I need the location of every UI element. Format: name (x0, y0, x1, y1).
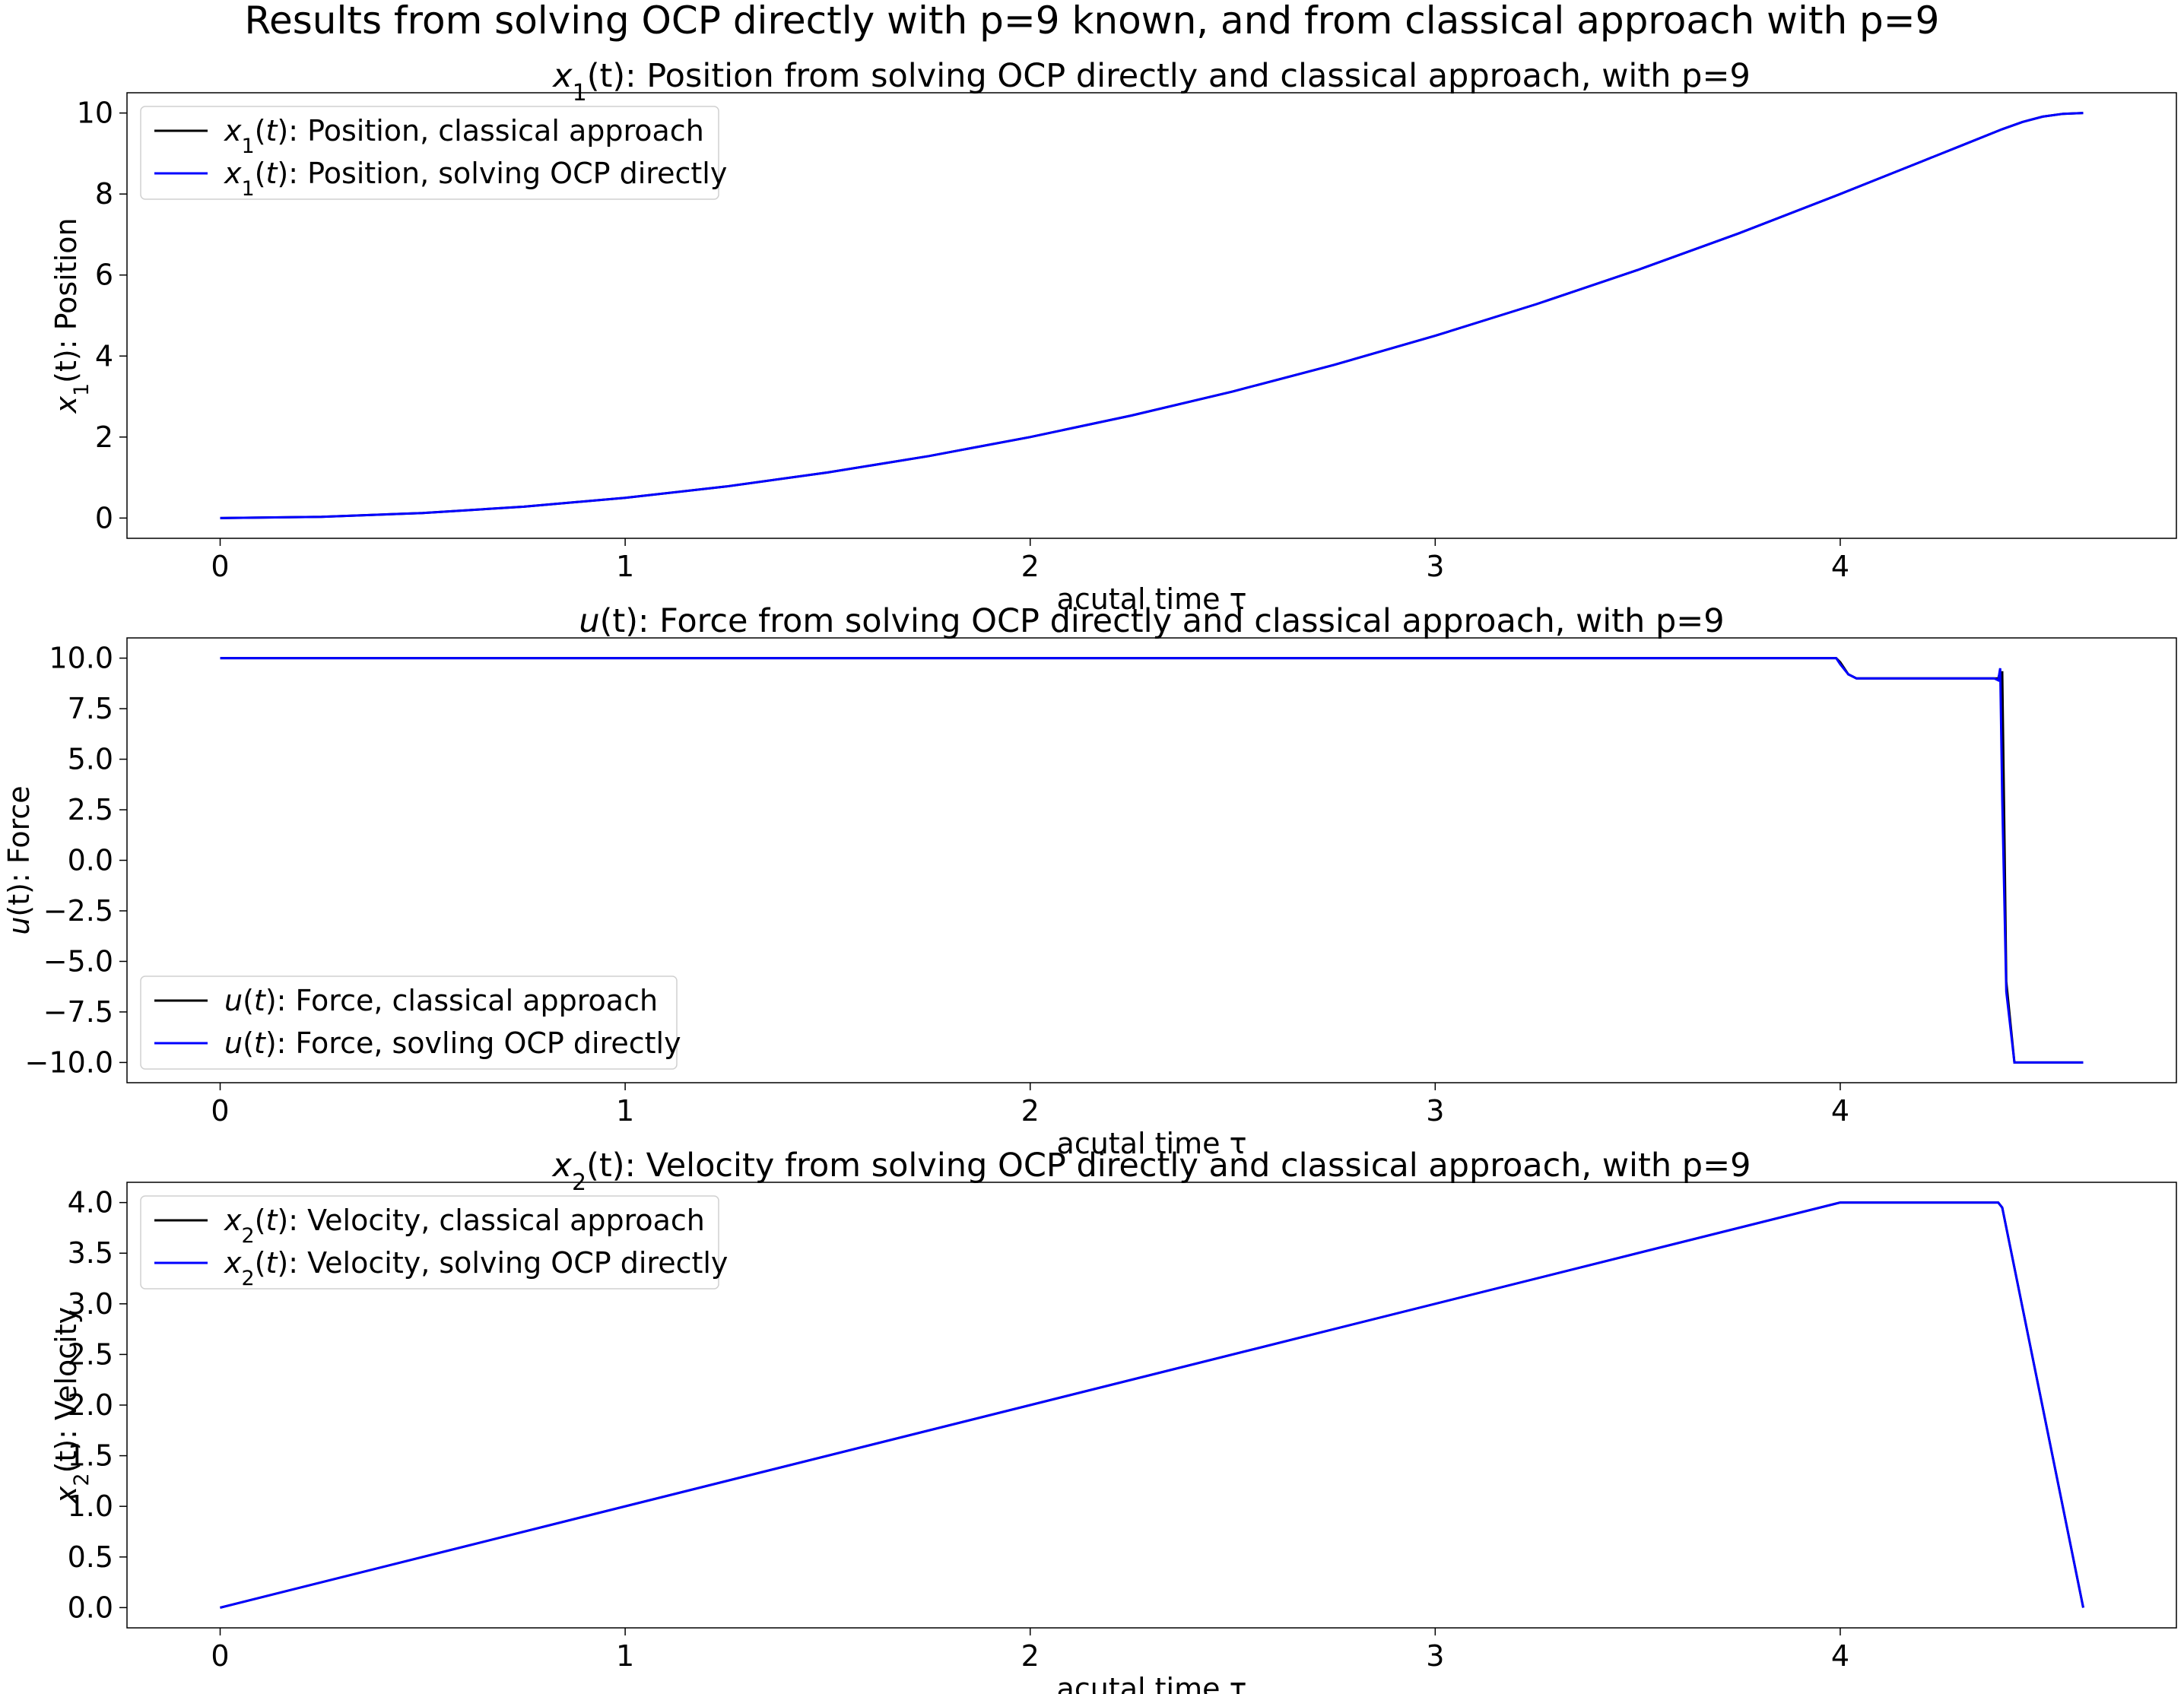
y-tick-label: 6 (95, 259, 113, 292)
subplot-3: x2(t): Velocity from solving OCP directl… (49, 1147, 2177, 1694)
y-tick-label: 4.0 (68, 1186, 113, 1220)
y-tick-label: −10.0 (25, 1045, 113, 1079)
x-tick-label: 4 (1831, 1094, 1849, 1128)
figure-suptitle: Results from solving OCP directly with p… (244, 0, 1939, 43)
y-tick-label: 2.5 (68, 1337, 113, 1371)
legend-entry-label: x2(t): Velocity, classical approach (224, 1204, 705, 1248)
subplots: x1(t): Position from solving OCP directl… (2, 57, 2177, 1694)
y-axis-label: x1(t): Position (49, 217, 94, 414)
subplot-2: u(t): Force from solving OCP directly an… (2, 602, 2177, 1160)
x-tick-label: 2 (1021, 550, 1040, 583)
subplot-title: u(t): Force from solving OCP directly an… (579, 602, 1724, 640)
y-tick-label: 0 (95, 501, 113, 535)
x-axis-label: acutal time τ (1057, 582, 1247, 616)
y-tick-label: 10 (77, 97, 113, 130)
y-axis-label: u(t): Force (2, 785, 36, 934)
y-tick-label: 3.5 (68, 1236, 113, 1270)
y-tick-label: −5.0 (43, 944, 113, 978)
x-tick-label: 2 (1021, 1094, 1040, 1128)
axes-frame (126, 92, 2177, 539)
y-tick-label: 3.0 (68, 1287, 113, 1321)
x-tick-label: 3 (1426, 550, 1444, 583)
subplot-1: x1(t): Position from solving OCP directl… (49, 57, 2177, 616)
series-line-ocp-direct (220, 657, 2084, 1064)
x-tick-label: 4 (1831, 1639, 1849, 1673)
legend-entry-label: x2(t): Velocity, solving OCP directly (224, 1246, 728, 1290)
y-tick-label: 1.0 (68, 1489, 113, 1523)
x-tick-label: 1 (616, 550, 634, 583)
subplot-title: x2(t): Velocity from solving OCP directl… (551, 1147, 1751, 1196)
x-tick-label: 1 (616, 1094, 634, 1128)
y-tick-label: 2 (95, 420, 113, 454)
x-tick-label: 0 (211, 1094, 229, 1128)
x-axis-label: acutal time τ (1057, 1672, 1247, 1694)
x-axis-label: acutal time τ (1057, 1127, 1247, 1160)
x-tick-label: 2 (1021, 1639, 1040, 1673)
y-tick-label: 2.5 (68, 793, 113, 826)
legend-box (140, 106, 719, 200)
legend-entry-label: x1(t): Position, solving OCP directly (224, 157, 727, 201)
legend-box (140, 975, 678, 1070)
series-line-ocp-direct (220, 1201, 2084, 1609)
y-tick-label: 0.0 (68, 1591, 113, 1624)
y-tick-label: 5.0 (68, 743, 113, 776)
y-tick-label: −7.5 (43, 995, 113, 1029)
y-tick-label: 7.5 (68, 692, 113, 725)
legend-entry-label: x1(t): Position, classical approach (224, 114, 704, 158)
y-tick-label: 2.0 (68, 1388, 113, 1422)
y-tick-label: 10.0 (49, 642, 113, 675)
series-line-ocp-direct (220, 112, 2084, 519)
x-tick-label: 0 (211, 550, 229, 583)
legend-box (140, 1195, 719, 1290)
y-axis-label: x2(t): Velocity (49, 1307, 94, 1504)
legend: u(t): Force, classical approach u(t): For… (140, 975, 681, 1070)
y-tick-label: 8 (95, 177, 113, 211)
x-tick-label: 4 (1831, 550, 1849, 583)
x-tick-label: 1 (616, 1639, 634, 1673)
x-tick-label: 3 (1426, 1094, 1444, 1128)
legend: x1(t): Position, classical approachx1(t)… (140, 106, 727, 201)
legend-entry-label: u(t): Force, classical approach (224, 984, 658, 1017)
y-tick-label: 1.5 (68, 1439, 113, 1473)
x-tick-label: 0 (211, 1639, 229, 1673)
legend-entry-label: u(t): Force, sovling OCP directly (224, 1026, 681, 1060)
y-tick-label: 0.5 (68, 1540, 113, 1574)
y-tick-label: 4 (95, 339, 113, 373)
y-tick-label: 0.0 (68, 844, 113, 877)
legend: x2(t): Velocity, classical approachx2(t)… (140, 1195, 728, 1290)
subplot-title: x1(t): Position from solving OCP directl… (551, 57, 1751, 106)
y-tick-label: −2.5 (43, 894, 113, 928)
x-tick-label: 3 (1426, 1639, 1444, 1673)
